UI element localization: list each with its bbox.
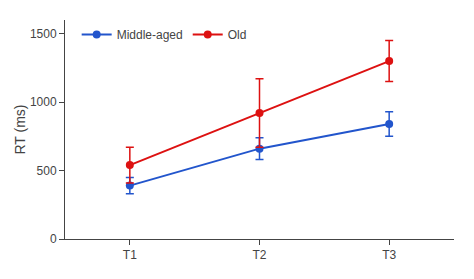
svg-text:T1: T1 (123, 248, 137, 262)
svg-text:Old: Old (228, 28, 247, 42)
svg-text:1000: 1000 (30, 95, 57, 109)
svg-text:500: 500 (37, 164, 57, 178)
svg-text:0: 0 (50, 232, 57, 246)
svg-text:T2: T2 (252, 248, 266, 262)
svg-text:RT (ms): RT (ms) (12, 104, 28, 154)
svg-text:1500: 1500 (30, 27, 57, 41)
svg-text:T3: T3 (382, 248, 396, 262)
svg-text:Middle-aged: Middle-aged (117, 28, 183, 42)
